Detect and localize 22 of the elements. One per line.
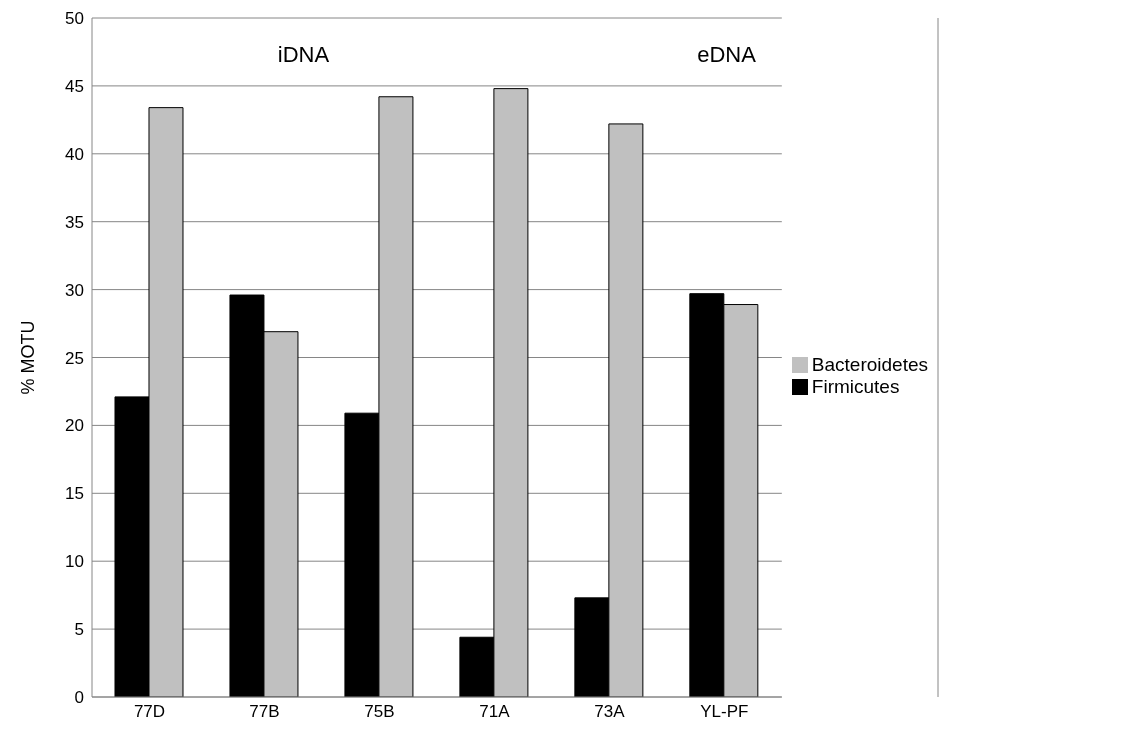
legend-label: Firmicutes [811, 375, 900, 397]
x-tick-label: 77D [133, 702, 166, 722]
x-tick-label: 77B [249, 702, 280, 722]
annotation: eDNA [696, 42, 757, 68]
y-tick-label: 10 [65, 552, 84, 572]
annotation: iDNA [276, 42, 331, 68]
y-tick-label: 35 [65, 212, 84, 232]
y-tick-label: 40 [65, 144, 84, 164]
legend-label: Bacteroidetes [811, 353, 928, 375]
y-tick-label: 30 [65, 280, 84, 300]
y-tick-label: 0 [74, 688, 84, 708]
y-tick-label: 50 [65, 9, 84, 29]
y-tick-label: 45 [65, 76, 84, 96]
x-tick-label: 73A [594, 702, 626, 722]
x-tick-label: YL-PF [700, 702, 749, 722]
y-axis-title: % MOTU [18, 320, 39, 395]
y-tick-label: 20 [65, 416, 84, 436]
x-tick-label: 71A [479, 702, 511, 722]
y-tick-label: 25 [65, 348, 84, 368]
y-tick-label: 15 [65, 484, 84, 504]
y-tick-label: 5 [74, 620, 84, 640]
x-tick-label: 75B [364, 702, 395, 722]
